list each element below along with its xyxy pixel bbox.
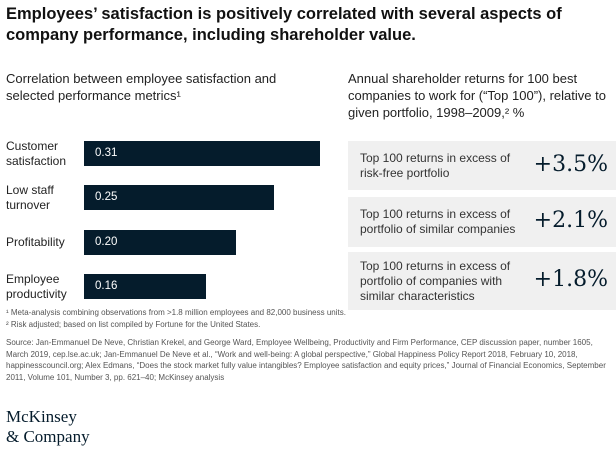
footnote-1: ¹ Meta-analysis combining observations f… (6, 308, 346, 317)
logo-line-2: & Company (6, 427, 90, 446)
right-panel-title: Annual shareholder returns for 100 best … (348, 71, 606, 120)
returns-card: Top 100 returns in excess of portfolio o… (348, 197, 616, 247)
left-chart-title: Correlation between employee satisfactio… (6, 71, 277, 103)
returns-label: Top 100 returns in excess of portfolio o… (360, 207, 516, 236)
exhibit-title: Employees’ satisfaction is positively co… (6, 5, 562, 44)
returns-value: +1.8% (533, 267, 608, 292)
bar-value-label: 0.25 (95, 191, 118, 203)
category-label: Customer satisfaction (6, 139, 67, 168)
returns-value: +2.1% (533, 208, 608, 233)
category-label: Low staff turnover (6, 183, 54, 212)
bar (84, 185, 275, 210)
footnote-2: ² Risk adjusted; based on list compiled … (6, 320, 261, 329)
bar-value-label: 0.20 (95, 236, 118, 248)
source-note: Source: Jan-Emmanuel De Neve, Christian … (6, 338, 606, 382)
returns-label: Top 100 returns in excess of risk-free p… (360, 150, 511, 180)
bar-value-label: 0.31 (95, 147, 118, 159)
returns-card: Top 100 returns in excess of portfolio o… (348, 252, 616, 310)
bar (84, 274, 206, 299)
bar (84, 141, 320, 166)
returns-card: Top 100 returns in excess of risk-free p… (348, 141, 616, 190)
category-label: Profitability (6, 235, 65, 249)
returns-label: Top 100 returns in excess of portfolio o… (360, 258, 511, 303)
bar-value-label: 0.16 (95, 280, 118, 292)
logo-line-1: McKinsey (6, 407, 77, 426)
mckinsey-logo: McKinsey & Company (6, 407, 90, 447)
category-label: Employee productivity (6, 272, 67, 301)
returns-value: +3.5% (533, 151, 608, 177)
bar (84, 230, 237, 255)
